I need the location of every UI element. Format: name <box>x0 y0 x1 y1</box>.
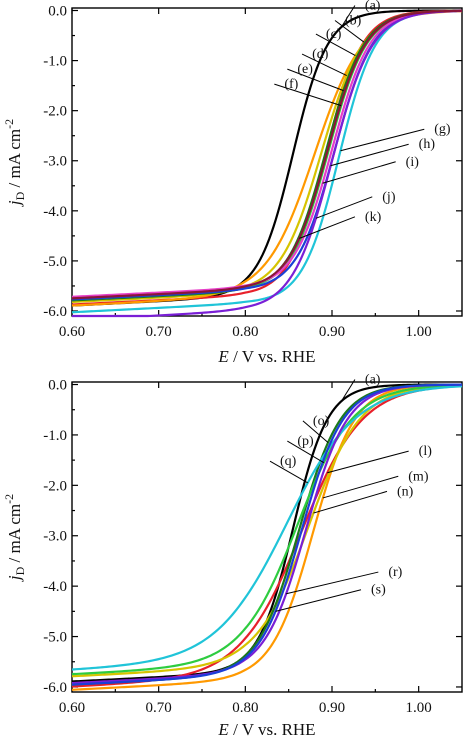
series-line-j <box>72 9 463 318</box>
curve-label-k: (k) <box>365 210 382 225</box>
series-line-m <box>71 383 463 691</box>
series-line-p <box>71 384 463 676</box>
plot-frame <box>71 7 463 317</box>
curve-label-p: (p) <box>297 434 314 449</box>
series-line-l <box>71 384 463 688</box>
x-tick-label: 0.90 <box>319 324 345 340</box>
label-leader-e <box>287 68 344 92</box>
panel-top: 0.60 0.70 0.80 0.90 1.00 0.0 -1.0 -2.0 -3.0 -4.0 -… <box>2 0 463 366</box>
series-line-n <box>71 384 463 678</box>
curve-label-s: (s) <box>371 583 386 598</box>
y-tick-label: -4.0 <box>43 579 67 595</box>
label-leader-a <box>340 379 356 402</box>
series-line-h <box>71 9 463 301</box>
x-tick-label: 0.60 <box>59 700 85 716</box>
curve-label-g: (g) <box>434 122 451 137</box>
label-leader-k <box>299 216 356 239</box>
curve-label-o: (o) <box>313 414 330 429</box>
label-leader-a <box>340 5 356 28</box>
series-line-q <box>71 385 463 671</box>
series-line-o <box>71 383 463 686</box>
y-tick-label: -3.0 <box>43 529 67 545</box>
series-line-g <box>71 9 463 314</box>
x-tick-label: 0.80 <box>232 324 258 340</box>
curve-label-q: (q) <box>280 454 297 469</box>
series-line-d <box>71 9 463 304</box>
x-tick-label: 1.00 <box>406 324 432 340</box>
curve-label-e: (e) <box>297 62 313 77</box>
label-leader-i <box>322 161 396 184</box>
x-tick-label: 1.00 <box>406 700 432 716</box>
label-leader-b <box>334 20 365 43</box>
y-axis-title: jD / mA cm-2 <box>2 494 27 582</box>
label-leader-g <box>340 128 425 152</box>
y-tick-label: -1.0 <box>43 428 67 444</box>
label-leader-p <box>287 440 325 464</box>
label-leader-n <box>313 490 388 514</box>
series-line-c <box>71 10 463 307</box>
series-line-e <box>71 9 463 302</box>
label-leader-q <box>269 460 308 484</box>
x-tick-label: 0.80 <box>232 700 258 716</box>
y-axis-title: jD / mA cm-2 <box>2 119 27 207</box>
y-tick-label: -4.0 <box>43 204 67 220</box>
label-leader-f <box>274 83 342 107</box>
y-tick-label: -6.0 <box>43 304 67 320</box>
curve-label-c: (c) <box>326 27 342 42</box>
curve-label-m: (m) <box>408 469 429 484</box>
curve-label-n: (n) <box>397 484 414 499</box>
y-tick-label: -1.0 <box>43 54 67 70</box>
series-line-k <box>71 9 463 300</box>
x-tick-label: 0.90 <box>319 700 345 716</box>
curve-label-a: (a) <box>365 373 381 388</box>
label-leader-s <box>275 589 362 612</box>
curve-label-j: (j) <box>382 190 396 205</box>
curve-label-h: (h) <box>419 137 436 152</box>
label-leader-j <box>315 196 373 219</box>
x-tick-label: 0.70 <box>146 700 172 716</box>
label-leader-r <box>286 571 379 595</box>
y-tick-label: -5.0 <box>43 254 67 270</box>
curve-label-r: (r) <box>388 565 402 580</box>
curve-label-a: (a) <box>365 0 381 14</box>
curve-label-l: (l) <box>419 444 433 459</box>
label-leader-d <box>301 53 347 77</box>
curve-label-d: (d) <box>312 47 329 62</box>
curve-label-f: (f) <box>284 77 298 92</box>
x-tick-label: 0.60 <box>59 324 85 340</box>
y-tick-label: -6.0 <box>43 680 67 696</box>
curve-label-b: (b) <box>345 14 362 29</box>
panel-bottom: 0.60 0.70 0.80 0.90 1.00 0.0 -1.0 -2.0 -3.0 -4.0 -… <box>2 373 463 739</box>
series-line-f <box>71 9 463 301</box>
curve-label-i: (i) <box>406 155 420 170</box>
label-leader-c <box>315 33 356 57</box>
label-leader-l <box>327 450 409 474</box>
y-tick-label: 0.0 <box>48 4 67 20</box>
series-line-s <box>71 383 463 686</box>
label-leader-m <box>322 475 399 499</box>
series-line-i <box>71 9 463 298</box>
plot-frame <box>71 381 463 693</box>
y-tick-label: -5.0 <box>43 630 67 646</box>
x-axis-title: E / V vs. RHE <box>217 720 315 739</box>
y-tick-label: -2.0 <box>43 104 67 120</box>
y-tick-label: -2.0 <box>43 478 67 494</box>
y-tick-label: -3.0 <box>43 154 67 170</box>
label-leader-h <box>330 143 409 167</box>
x-axis-title: E / V vs. RHE <box>217 347 315 366</box>
x-tick-label: 0.70 <box>146 324 172 340</box>
series-line-r <box>71 383 463 685</box>
y-tick-label: 0.0 <box>48 378 67 394</box>
label-leader-o <box>302 420 329 443</box>
